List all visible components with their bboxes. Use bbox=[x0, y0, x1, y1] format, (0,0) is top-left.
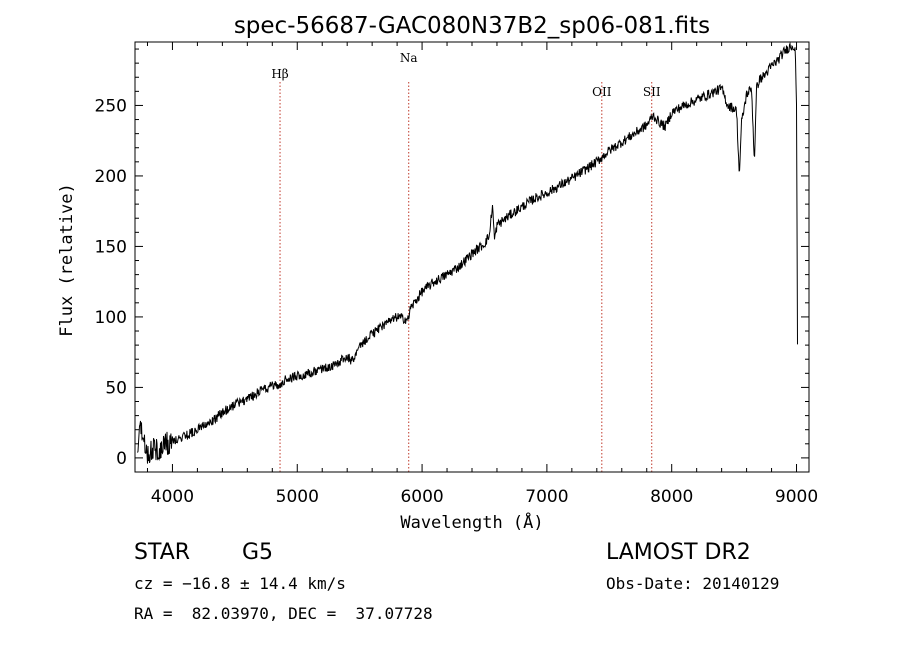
y-axis: 0 50 100 150 200 250 bbox=[95, 48, 809, 469]
annotation-label: Na bbox=[400, 51, 418, 65]
y-tick-label: 0 bbox=[116, 449, 127, 469]
x-tick-label: 7000 bbox=[525, 487, 568, 507]
chart-title: spec-56687-GAC080N37B2_sp06-081.fits bbox=[234, 13, 710, 39]
annotation-label: SII bbox=[643, 85, 661, 99]
annotation-label: OII bbox=[592, 85, 612, 99]
x-tick-label: 9000 bbox=[775, 487, 818, 507]
coordinates-readout: RA = 82.03970, DEC = 37.07728 bbox=[134, 604, 433, 623]
spectrum-line bbox=[137, 41, 798, 464]
x-tick-label: 5000 bbox=[276, 487, 319, 507]
y-tick-label: 200 bbox=[95, 167, 127, 187]
survey-name: LAMOST DR2 bbox=[606, 540, 751, 565]
redshift-readout: cz = −16.8 ± 14.4 km/s bbox=[134, 574, 346, 593]
x-tick-label: 6000 bbox=[400, 487, 443, 507]
annotation-label: Hβ bbox=[271, 67, 288, 81]
object-subclass: G5 bbox=[242, 540, 274, 565]
plot-frame bbox=[134, 41, 810, 473]
y-tick-label: 50 bbox=[105, 378, 127, 398]
annotation-layer: Hβ Na OII SII bbox=[271, 51, 661, 472]
y-tick-label: 250 bbox=[95, 96, 127, 116]
x-tick-label: 8000 bbox=[650, 487, 693, 507]
observation-date: Obs-Date: 20140129 bbox=[606, 574, 780, 593]
x-axis-label: Wavelength (Å) bbox=[400, 511, 543, 533]
object-class: STAR bbox=[134, 540, 191, 565]
y-axis-label: Flux (relative) bbox=[57, 183, 77, 337]
y-tick-label: 150 bbox=[95, 237, 127, 257]
x-axis: 4000 5000 6000 7000 8000 9000 bbox=[146, 42, 818, 507]
y-tick-label: 100 bbox=[95, 308, 127, 328]
series-layer bbox=[137, 41, 798, 464]
x-tick-label: 4000 bbox=[151, 487, 194, 507]
